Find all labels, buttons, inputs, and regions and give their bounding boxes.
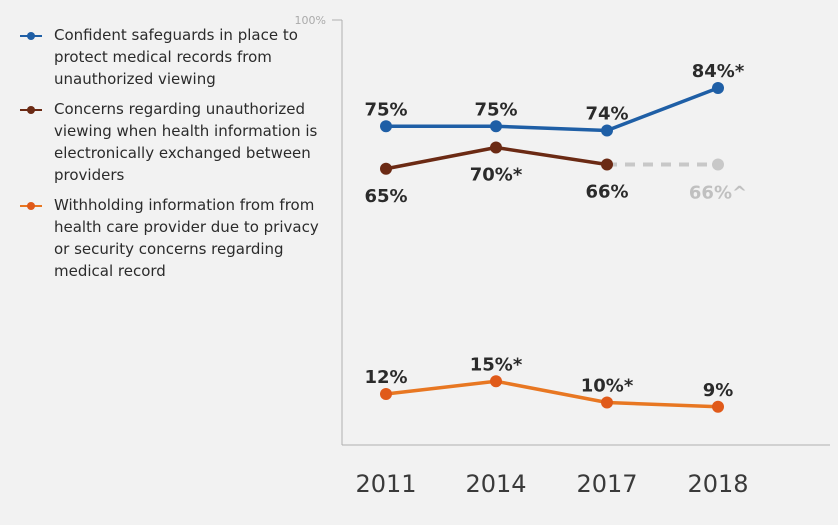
- series-withholding-data-label: 9%: [703, 380, 734, 401]
- legend-item-withholding: Withholding information from from health…: [20, 194, 330, 282]
- series-concerns-projection-point: [712, 158, 724, 171]
- series-withholding-data-label: 12%: [364, 367, 407, 388]
- legend-swatch-withholding: [20, 202, 42, 210]
- series-withholding-point: [380, 388, 392, 400]
- legend: Confident safeguards in place to protect…: [20, 24, 330, 290]
- series-concerns-point: [601, 158, 613, 171]
- series-concerns-data-label: 70%*: [470, 165, 523, 186]
- series-safeguards-line: [386, 86, 719, 133]
- series-safeguards-point: [601, 124, 613, 137]
- series-concerns-data-label: 66%: [585, 182, 628, 203]
- series-safeguards-point: [490, 120, 502, 133]
- series-withholding-line: [385, 379, 719, 409]
- series-withholding-data-label: 10%*: [581, 376, 634, 397]
- series-safeguards-data-label: 74%: [585, 104, 628, 125]
- legend-swatch-concerns: [20, 106, 42, 114]
- legend-label-concerns: Concerns regarding unauthorized viewing …: [54, 100, 318, 184]
- legend-item-safeguards: Confident safeguards in place to protect…: [20, 24, 330, 90]
- x-tick-label: 2014: [465, 470, 526, 498]
- series-withholding-data-label: 15%*: [470, 354, 523, 375]
- series-concerns-data-label: 65%: [364, 186, 407, 207]
- series-withholding-point: [490, 375, 502, 388]
- series-withholding-point: [712, 400, 724, 413]
- legend-item-concerns: Concerns regarding unauthorized viewing …: [20, 98, 330, 186]
- series-concerns-point: [380, 162, 392, 175]
- x-tick-label: 2018: [687, 470, 748, 498]
- legend-label-withholding: Withholding information from from health…: [54, 196, 319, 280]
- y-tick-label: 100%: [295, 14, 326, 27]
- series-concerns-projection-label: 66%^: [689, 183, 747, 204]
- series-safeguards-point: [380, 120, 392, 133]
- series-safeguards-point: [712, 82, 724, 94]
- series-withholding-point: [601, 396, 613, 409]
- legend-label-safeguards: Confident safeguards in place to protect…: [54, 26, 298, 88]
- series-safeguards-data-label: 75%: [364, 99, 407, 120]
- series-safeguards-data-label: 75%: [474, 99, 517, 120]
- series-concerns-point: [490, 141, 502, 154]
- x-tick-label: 2011: [355, 470, 416, 498]
- x-tick-label: 2017: [576, 470, 637, 498]
- series-safeguards-data-label: 84%*: [692, 61, 745, 82]
- legend-swatch-safeguards: [20, 32, 42, 40]
